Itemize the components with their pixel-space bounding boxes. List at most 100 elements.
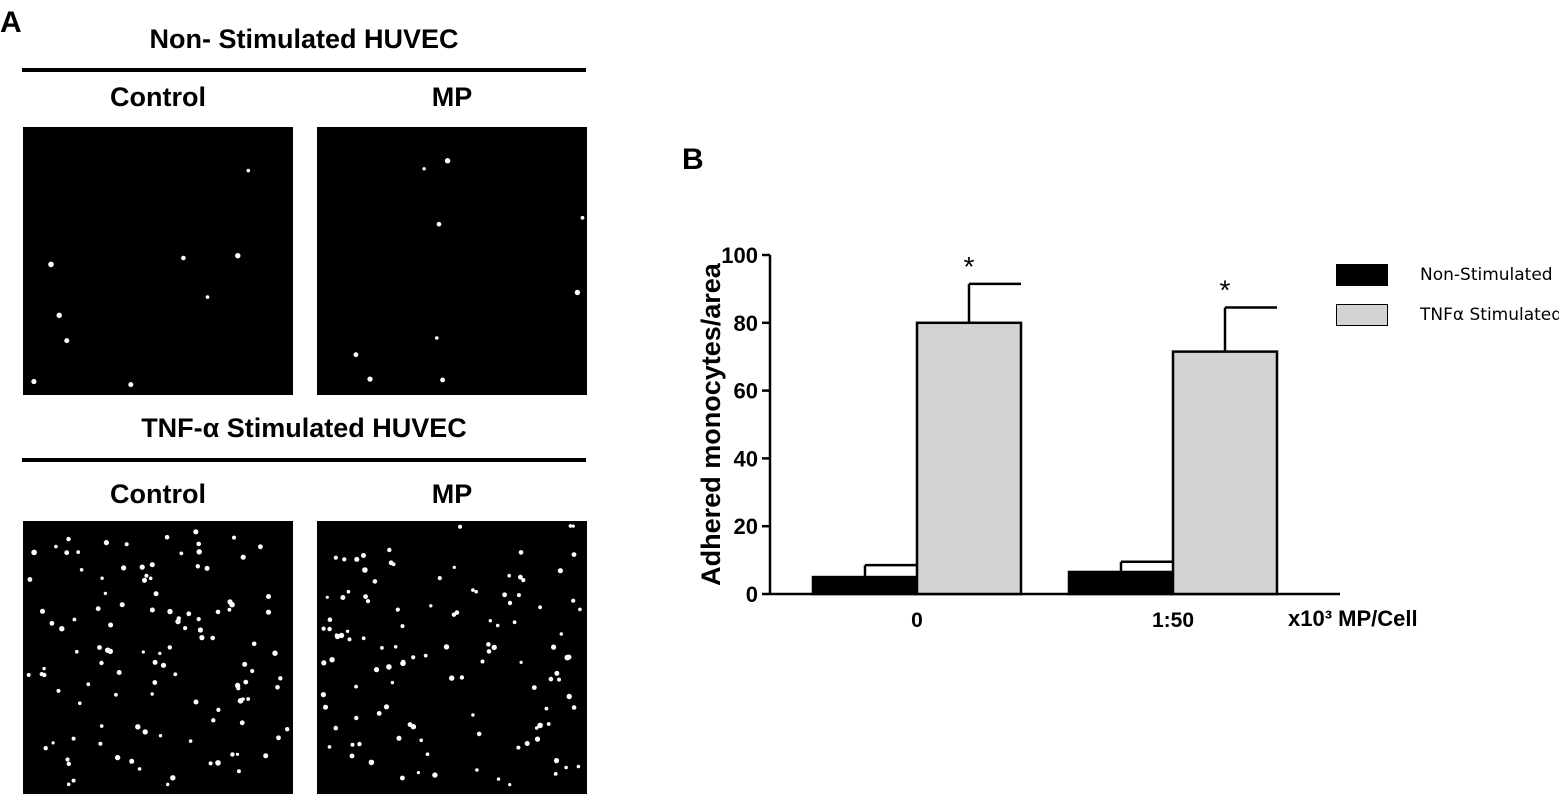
bar [915, 321, 1023, 596]
cell-dot [246, 697, 251, 701]
significance-marker: * [964, 251, 975, 282]
cell-dot [367, 376, 373, 382]
cell-dot [39, 672, 44, 677]
panel-b-label: B [682, 143, 704, 176]
cell-dot [79, 568, 84, 572]
cell-dot [243, 679, 249, 685]
cell-dot [553, 772, 558, 776]
cell-dot [416, 771, 420, 775]
cell-dot [362, 567, 368, 573]
cell-dot [353, 352, 359, 358]
cell-dot [64, 550, 70, 556]
cell-dot [325, 595, 329, 599]
cell-dot [519, 660, 523, 664]
cell-dot [196, 541, 201, 547]
x-tick-label: 0 [911, 609, 923, 632]
cell-dot [329, 657, 335, 663]
image-label-control: Control [110, 82, 206, 112]
cell-dot [51, 741, 55, 745]
cell-dot [321, 660, 327, 666]
section-divider [22, 458, 586, 462]
cell-dot [235, 752, 240, 756]
image-label-mp: MP [431, 479, 473, 509]
cell-dot [144, 573, 149, 578]
y-tick-label: 80 [734, 311, 758, 336]
cell-dot [516, 745, 521, 750]
cell-dot [158, 734, 163, 738]
cell-dot [242, 661, 248, 667]
cell-dot [76, 550, 81, 554]
cell-dot [152, 680, 158, 685]
cell-dot [411, 655, 416, 660]
cell-dot [496, 777, 501, 781]
cell-dot [349, 753, 355, 759]
cell-dot [188, 739, 193, 743]
cell-dot [72, 617, 77, 622]
cell-dot [437, 576, 442, 581]
cell-dot [75, 649, 79, 654]
cell-dot [116, 670, 122, 675]
cell-dot [103, 591, 108, 596]
cell-dot [486, 642, 491, 647]
cell-dot [559, 632, 563, 636]
cell-dot [440, 377, 445, 383]
cell-dot [391, 562, 396, 567]
legend-item-non-stimulated: Non-Stimulated [1336, 264, 1553, 286]
cell-dot [153, 591, 159, 597]
cell-dot [383, 704, 390, 710]
cell-dot [97, 645, 102, 650]
cell-dot [99, 724, 104, 728]
cell-dot [142, 729, 148, 735]
cell-dot [210, 635, 215, 641]
micrograph-tnf-mp [317, 521, 587, 794]
cell-dot [568, 524, 573, 528]
cell-dot [250, 668, 255, 674]
cell-dot [230, 752, 235, 757]
cell-dot [42, 666, 46, 671]
cell-dot [170, 775, 176, 781]
cell-dot [265, 609, 272, 615]
cell-dot [71, 778, 76, 783]
cell-dot [65, 757, 70, 762]
cell-dot [66, 761, 71, 766]
cell-dot [278, 676, 283, 681]
cell-dot [571, 705, 577, 710]
cell-dot [119, 602, 125, 608]
cell-dot [429, 604, 433, 608]
cell-dot [521, 578, 526, 583]
cell-dot [516, 593, 521, 598]
cell-dot [232, 535, 236, 540]
cell-dot [240, 554, 246, 560]
cell-dot [266, 594, 271, 599]
cell-dot [26, 673, 31, 677]
x-tick-label: 1:50 [1152, 609, 1194, 632]
cell-dot [507, 573, 511, 578]
cell-dot [211, 718, 216, 723]
cell-dot [100, 576, 104, 580]
cell-dot [263, 753, 269, 759]
cell-dot [167, 645, 172, 650]
cell-dot [491, 644, 497, 651]
cell-dot [114, 692, 118, 697]
cell-dot [342, 557, 347, 562]
cell-dot [150, 692, 154, 696]
cell-dot [160, 662, 167, 668]
cell-dot [390, 680, 395, 685]
cell-dot [251, 641, 257, 647]
cell-dot [149, 562, 155, 568]
cell-dot [205, 295, 210, 299]
cell-dot [365, 599, 371, 604]
cell-dot [354, 684, 358, 689]
cell-dot [580, 215, 585, 220]
cell-dot [432, 772, 438, 778]
cell-dot [486, 649, 492, 654]
cell-dot [193, 699, 199, 705]
image-label-mp: MP [431, 82, 473, 112]
cell-dot [422, 167, 426, 171]
cell-dot [285, 727, 290, 732]
cell-dot [135, 724, 141, 730]
cell-dot [538, 605, 542, 610]
cell-dot [350, 742, 355, 747]
bar [1067, 570, 1175, 596]
